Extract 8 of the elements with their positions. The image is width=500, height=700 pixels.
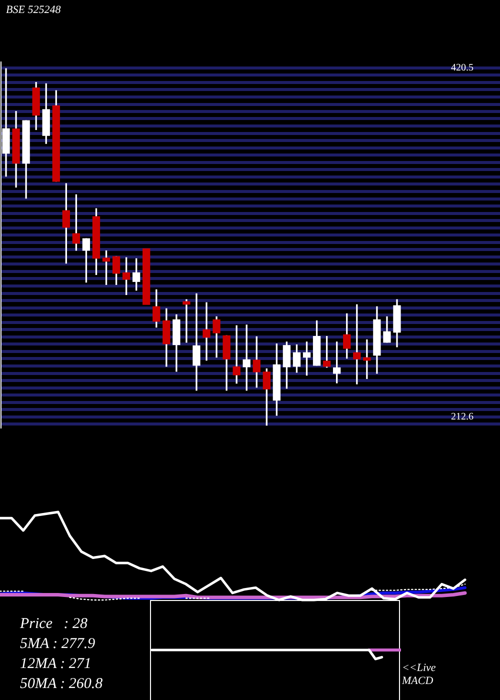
y-tick-label: 420.5 (451, 62, 474, 74)
text: 50MA : 260.8 (20, 676, 103, 694)
chart-title: BSE 525248 (6, 4, 61, 17)
text: <<Live MACD (402, 662, 437, 688)
y-tick-label: 212.6 (451, 412, 474, 423)
text: 5MA : 277.9 (20, 636, 96, 654)
text: Price : 28 (20, 616, 88, 634)
text: 12MA : 271 (20, 656, 92, 674)
